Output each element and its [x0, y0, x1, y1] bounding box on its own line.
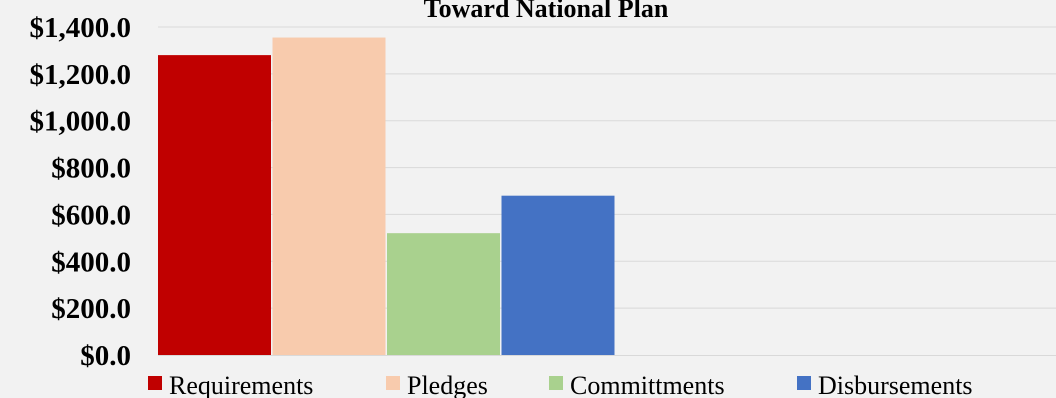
legend-swatch-requirements	[148, 376, 162, 390]
bar-requirements	[158, 55, 271, 355]
bar-pledges	[272, 37, 386, 356]
y-tick-label: $1,000.0	[30, 106, 132, 138]
chart-title: Toward National Plan	[424, 0, 669, 23]
y-tick-label: $600.0	[51, 199, 131, 231]
bars	[158, 37, 615, 356]
legend-label-disbursements: Disbursements	[818, 371, 973, 398]
legend-swatch-pledges	[386, 376, 400, 390]
bar-disbursements	[501, 195, 615, 355]
legend-label-committments: Committments	[570, 371, 725, 398]
legend-label-requirements: Requirements	[169, 371, 313, 398]
legend-label-pledges: Pledges	[407, 371, 488, 398]
legend-swatch-committments	[549, 376, 563, 390]
legend: Requirements Pledges Committments Disbursem…	[148, 371, 973, 398]
y-tick-label: $1,400.0	[30, 12, 132, 44]
y-axis-tick-labels: $0.0 $200.0 $400.0 $600.0 $800.0 $1,000.0 $1,2…	[30, 12, 132, 372]
y-tick-label: $800.0	[51, 153, 131, 185]
y-tick-label: $400.0	[51, 246, 131, 278]
y-tick-label: $200.0	[51, 293, 131, 325]
legend-swatch-disbursements	[797, 376, 811, 390]
y-tick-label: $1,200.0	[30, 59, 132, 91]
bar-committments	[387, 233, 500, 355]
y-tick-label: $0.0	[80, 340, 131, 372]
